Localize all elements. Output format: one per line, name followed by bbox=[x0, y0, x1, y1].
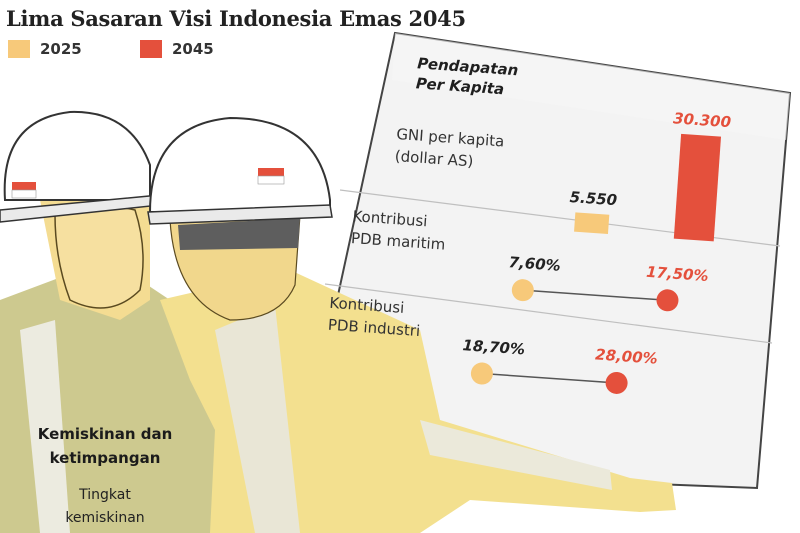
gni-value-label-2025: 5.550 bbox=[569, 188, 618, 209]
flag-icon-left-white bbox=[11, 189, 37, 199]
right-helmet-icon bbox=[148, 116, 331, 213]
board-shade bbox=[392, 33, 790, 140]
right-worker-hair bbox=[178, 218, 300, 250]
legend-item-2045: 2045 bbox=[140, 40, 214, 58]
page-title: Lima Sasaran Visi Indonesia Emas 2045 bbox=[6, 6, 466, 31]
legend-swatch-2045 bbox=[140, 40, 162, 58]
flag-icon-right-white bbox=[257, 175, 285, 185]
dumbbell-maritim-connector bbox=[522, 289, 668, 302]
left-worker-face bbox=[54, 205, 144, 309]
gni-label-line-2: (dollar AS) bbox=[394, 147, 474, 170]
section-sub-line1: Tingkat bbox=[79, 487, 131, 503]
gni-value-label-2045: 30.300 bbox=[673, 109, 732, 131]
dumbbell-maritim-value-2045: 17,50% bbox=[646, 263, 710, 285]
dumbbell-maritim-value-2025: 7,60% bbox=[508, 253, 561, 275]
section-heading-kemiskinan: Kemiskinan dan ketimpangan bbox=[20, 422, 190, 470]
dumbbell-maritim-dot-2045 bbox=[656, 289, 679, 312]
section-heading-line2: ketimpangan bbox=[49, 449, 161, 467]
legend-swatch-2025 bbox=[8, 40, 30, 58]
pdb-industri-label-line-1: Kontribusi bbox=[329, 294, 405, 317]
dumbbell-industri-connector bbox=[481, 372, 617, 384]
dumbbell-maritim-dot-2025 bbox=[511, 279, 534, 302]
section-sub-line2: kemiskinan bbox=[65, 510, 145, 526]
legend-label-2045: 2045 bbox=[172, 40, 214, 58]
dumbbell-industri-value-2045: 28,00% bbox=[595, 345, 659, 367]
board-divider-2 bbox=[324, 283, 773, 344]
section-heading-line1: Kemiskinan dan bbox=[37, 425, 173, 443]
dumbbell-industri-dot-2025 bbox=[470, 362, 493, 385]
left-worker-stripe bbox=[20, 320, 70, 533]
right-helmet-brim bbox=[147, 204, 333, 225]
pdb-maritim-label-line-1: Kontribusi bbox=[352, 207, 428, 230]
dumbbell-industri-dot-2045 bbox=[605, 371, 628, 394]
right-worker-arm-stripe bbox=[420, 420, 612, 490]
gni-bar-2025 bbox=[574, 212, 610, 234]
flag-icon-left-red bbox=[12, 182, 36, 190]
section-subheading: Tingkat kemiskinan bbox=[20, 484, 190, 530]
workers-illustration bbox=[0, 110, 676, 533]
flag-icon-right-red bbox=[258, 168, 284, 176]
left-helmet-icon bbox=[3, 110, 151, 201]
dumbbell-industri-value-2025: 18,70% bbox=[462, 336, 526, 358]
legend-label-2025: 2025 bbox=[40, 40, 82, 58]
gni-bar-2045 bbox=[673, 133, 722, 242]
right-worker-stripe bbox=[215, 305, 300, 533]
legend-item-2025: 2025 bbox=[8, 40, 82, 58]
